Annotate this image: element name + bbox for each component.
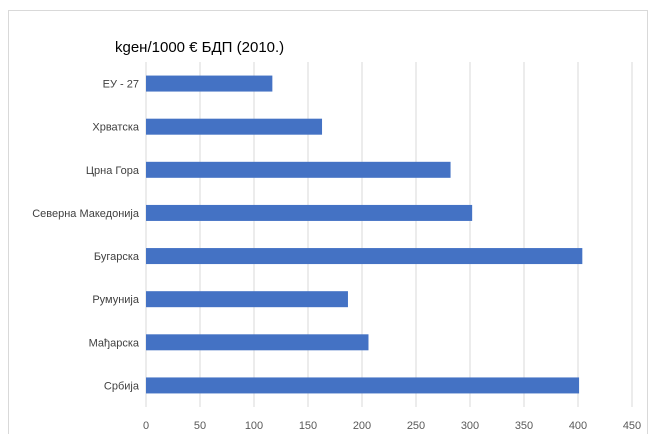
x-tick-label: 300 bbox=[461, 420, 479, 432]
x-tick-labels: 0 50 100 150 200 250 300 350 400 450 bbox=[143, 420, 641, 432]
bar bbox=[146, 75, 273, 92]
bar bbox=[146, 291, 348, 308]
bar bbox=[146, 204, 473, 221]
category-label: Бугарска bbox=[94, 251, 140, 263]
category-label: Румунија bbox=[92, 294, 140, 306]
x-tick-label: 450 bbox=[623, 420, 641, 432]
x-tick-label: 150 bbox=[299, 420, 317, 432]
bar bbox=[146, 334, 369, 351]
chart-title: kgeн/1000 € БДП (2010.) bbox=[115, 39, 285, 56]
x-tick-label: 350 bbox=[515, 420, 533, 432]
category-label: Мађарска bbox=[89, 337, 140, 349]
category-label: ЕУ - 27 bbox=[103, 79, 139, 91]
bar bbox=[146, 377, 580, 394]
category-label: Северна Македонија bbox=[32, 208, 140, 220]
x-tick-label: 0 bbox=[143, 420, 149, 432]
category-label: Србија bbox=[104, 380, 140, 392]
category-label: Хрватска bbox=[92, 122, 140, 134]
bar bbox=[146, 248, 583, 265]
chart-frame bbox=[8, 10, 648, 434]
x-tick-label: 400 bbox=[569, 420, 587, 432]
bar bbox=[146, 161, 451, 178]
category-label: Црна Гора bbox=[86, 165, 140, 177]
bars bbox=[146, 75, 583, 394]
bar bbox=[146, 118, 323, 135]
gridlines bbox=[145, 62, 633, 407]
x-tick-label: 100 bbox=[245, 420, 263, 432]
category-labels: ЕУ - 27 Хрватска Црна Гора Северна Македони… bbox=[32, 79, 140, 393]
x-tick-label: 200 bbox=[353, 420, 371, 432]
x-tick-label: 250 bbox=[407, 420, 425, 432]
x-tick-label: 50 bbox=[194, 420, 206, 432]
